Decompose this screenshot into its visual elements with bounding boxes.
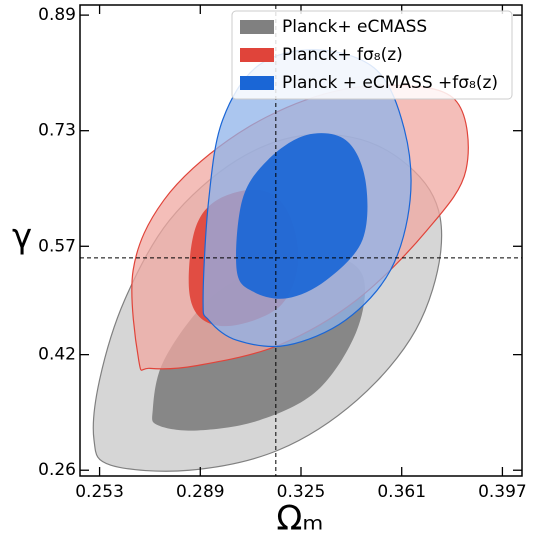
y-tick-label: 0.73 (38, 121, 76, 141)
legend-swatch (240, 76, 274, 90)
legend-label: Planck+ fσ₈(z) (282, 45, 403, 65)
x-tick-label: 0.253 (75, 482, 124, 502)
x-tick-label: 0.361 (377, 482, 426, 502)
y-axis-label: γ (12, 217, 32, 257)
x-axis-label: Ωₘ (276, 499, 323, 539)
x-tick-label: 0.325 (277, 482, 326, 502)
y-tick-label: 0.57 (38, 236, 76, 256)
y-tick-label: 0.42 (38, 345, 76, 365)
y-tick-label: 0.26 (38, 460, 76, 480)
x-tick-label: 0.289 (176, 482, 225, 502)
legend-box (231, 10, 513, 100)
y-tick-label: 0.89 (38, 5, 76, 25)
legend-swatch (240, 48, 274, 62)
legend-label: Planck + eCMASS +fσ₈(z) (282, 73, 498, 93)
legend-label: Planck+ eCMASS (282, 17, 427, 37)
x-tick-label: 0.397 (478, 482, 527, 502)
legend-swatch (240, 20, 274, 34)
